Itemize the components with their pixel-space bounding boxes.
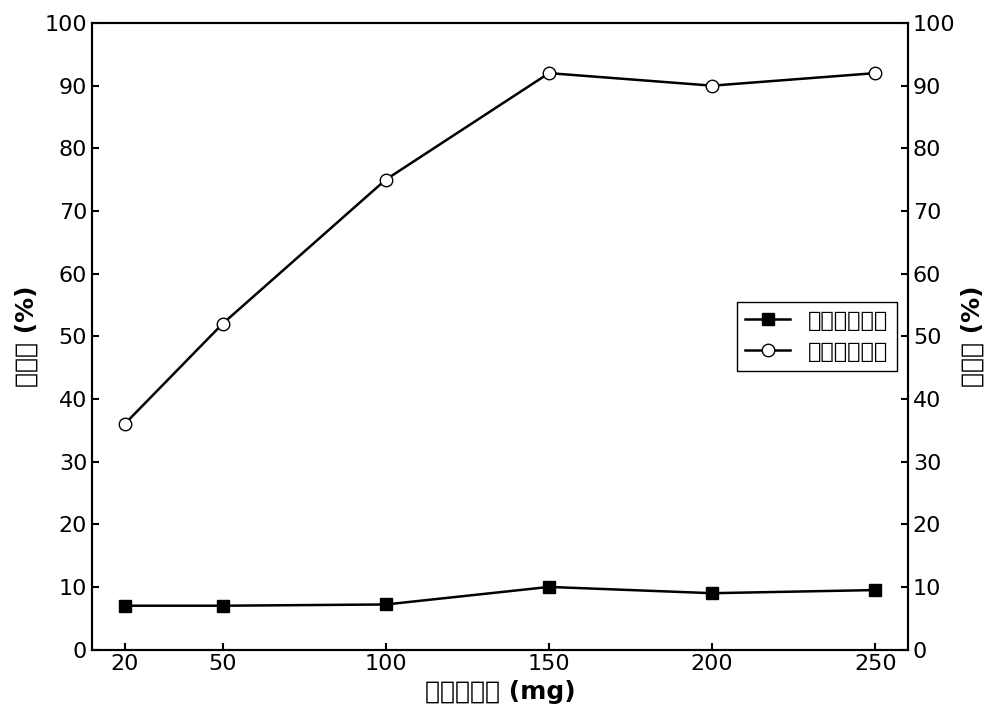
Line: 柠檬烯转化率: 柠檬烯转化率 (118, 581, 882, 612)
香芹酮选择性 (380, 175, 392, 184)
Y-axis label: 转化率 (%): 转化率 (%) (15, 285, 39, 387)
香芹酮选择性 (869, 69, 881, 78)
香芹酮选择性 (706, 81, 718, 90)
柠檬烯转化率 (119, 601, 131, 610)
柠檬烯转化率 (380, 600, 392, 609)
柠檬烯转化率 (217, 601, 229, 610)
X-axis label: 催化剂用量 (mg): 催化剂用量 (mg) (425, 680, 575, 704)
Legend: 柠檬烯转化率, 香芹酮选择性: 柠檬烯转化率, 香芹酮选择性 (737, 302, 897, 371)
香芹酮选择性 (119, 420, 131, 429)
柠檬烯转化率 (543, 582, 555, 591)
柠檬烯转化率 (706, 589, 718, 597)
香芹酮选择性 (543, 69, 555, 78)
柠檬烯转化率 (869, 586, 881, 595)
香芹酮选择性 (217, 319, 229, 328)
Y-axis label: 选择性 (%): 选择性 (%) (961, 285, 985, 387)
Line: 香芹酮选择性: 香芹酮选择性 (118, 67, 882, 430)
